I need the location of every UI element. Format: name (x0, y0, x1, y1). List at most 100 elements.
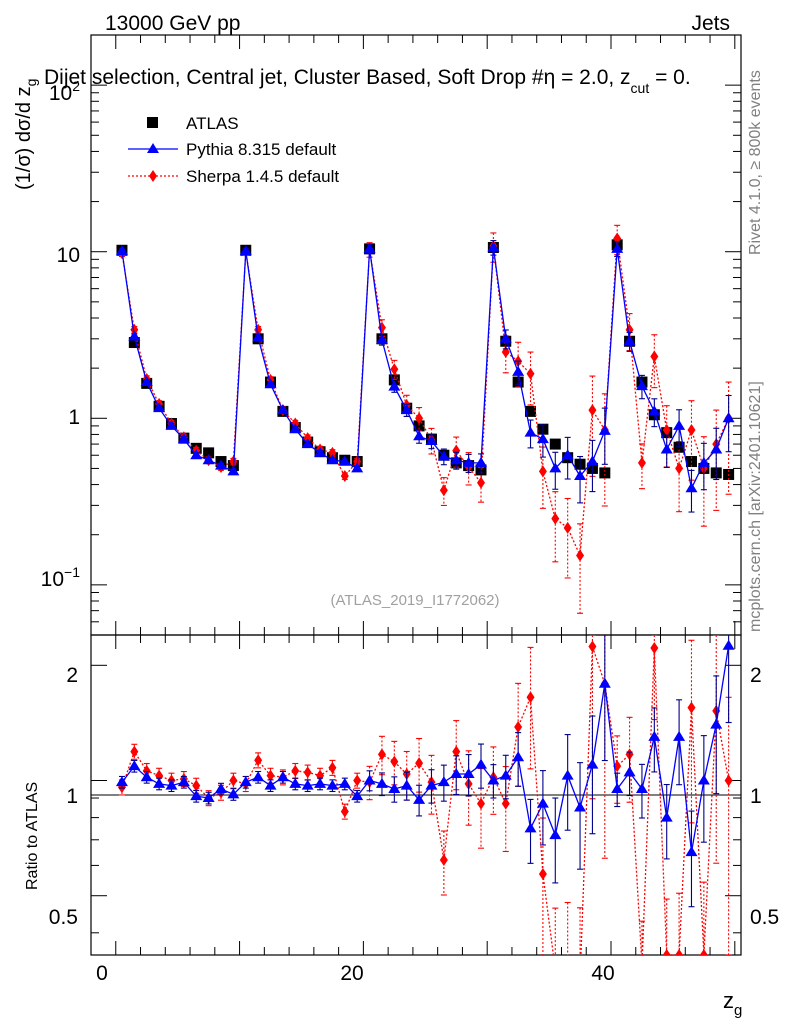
pythia-point (165, 419, 178, 430)
pythia-point (685, 482, 698, 493)
selection-label: Dijet selection, Central jet, Cluster Ba… (44, 66, 691, 96)
sherpa-ratio-point (699, 949, 708, 955)
ratio-tick-label-right-2: 2 (750, 664, 762, 687)
atlas-point (203, 447, 215, 459)
pythia-ratio-point (301, 779, 314, 790)
top-panel-series (115, 224, 735, 614)
atlas-point (388, 374, 400, 386)
pythia-point (475, 456, 487, 467)
pythia-point (227, 465, 240, 476)
ratio-tick-label-left-2: 2 (66, 664, 78, 687)
pythia-ratio-point (115, 776, 128, 787)
sherpa-point (588, 404, 597, 417)
pythia-point (648, 405, 661, 416)
pythia-point (115, 244, 128, 255)
pythia-ratio-point (437, 776, 450, 787)
pythia-ratio-point (685, 846, 698, 857)
pythia-ratio-point (475, 758, 487, 769)
sherpa-point (576, 549, 585, 562)
sherpa-point (340, 470, 349, 483)
sherpa-point (563, 521, 572, 534)
pythia-point (301, 438, 314, 449)
pythia-point (239, 244, 252, 255)
pythia-point (314, 446, 327, 457)
sherpa-point (415, 412, 424, 425)
pythia-point (388, 380, 401, 391)
pythia-ratio-point (574, 801, 587, 812)
xlabel-main: z (723, 988, 734, 1013)
sherpa-ratio-point (266, 769, 275, 782)
pythia-ratio-point (190, 790, 203, 801)
pythia-ratio-point (202, 792, 215, 803)
sherpa-point (687, 424, 696, 437)
pythia-point (574, 470, 587, 481)
xtick-label-0: 0 (96, 962, 108, 985)
sherpa-ratio-point (142, 764, 151, 777)
sherpa-ratio-point (477, 797, 485, 810)
pythia-ratio-point (165, 779, 178, 790)
pythia-point (660, 443, 673, 454)
sherpa-ratio-point (675, 949, 684, 955)
pythia-ratio-point (487, 774, 500, 785)
pythia-ratio-point (536, 797, 549, 808)
sherpa-ratio-point (452, 745, 461, 758)
atlas-point (128, 337, 140, 349)
pythia-ratio-point (128, 760, 141, 771)
pythia-point (549, 462, 562, 473)
sherpa-point (538, 465, 547, 478)
selection-sub: cut (631, 80, 650, 96)
ratio-tick-label-left-0.5: 0.5 (49, 906, 78, 929)
pythia-ratio-point (710, 718, 723, 729)
pythia-ratio-point (177, 776, 190, 787)
pythia-ratio-point (462, 767, 475, 778)
pythia-point (363, 242, 376, 253)
pythia-ratio-point (140, 771, 153, 782)
pythia-ratio-point (276, 771, 289, 782)
pythia-point (710, 443, 723, 454)
pythia-ratio-point (598, 677, 611, 688)
legend: ATLAS Pythia 8.315 default Sherpa 1.4.5 … (128, 114, 339, 186)
ytick-label-0.1: 10−1 (41, 564, 81, 591)
sherpa-ratio-point (501, 797, 510, 810)
atlas-point (599, 467, 611, 479)
xlabel: zg (723, 988, 742, 1019)
xlabel-sub: g (734, 1002, 742, 1019)
mcplots-label: mcplots.cern.ch [arXiv:2401.10621] (747, 381, 764, 632)
pythia-ratio-point (215, 783, 227, 794)
pythia-point (326, 454, 339, 465)
pythia-ratio-point (375, 777, 388, 788)
pythia-ratio-point (413, 793, 426, 804)
sherpa-ratio-point (650, 641, 659, 654)
pythia-point (722, 412, 735, 423)
pythia-ratio-point (549, 829, 562, 840)
pythia-ratio-point (227, 788, 240, 799)
axis-ticks (91, 34, 741, 955)
pythia-point (128, 330, 141, 341)
pythia-point (598, 424, 611, 435)
pythia-point (673, 419, 686, 430)
pythia-ratio-point (660, 811, 673, 822)
sherpa-point (328, 446, 337, 459)
ratio-tick-label-right-1: 1 (750, 785, 762, 808)
sherpa-ratio-point (390, 755, 399, 768)
pythia-ratio-point (512, 751, 525, 762)
ratio-tick-label-right-0.5: 0.5 (750, 906, 779, 929)
top-ylabel: (1/σ) dσ/d zg (13, 79, 39, 190)
pythia-point (190, 449, 203, 460)
pythia-ratio-point (363, 774, 376, 785)
sherpa-ratio-point (526, 691, 535, 704)
pythia-point (289, 423, 302, 434)
pythia-ratio-point (289, 777, 302, 788)
sherpa-ratio-point (130, 745, 139, 758)
pythia-ratio-point (351, 790, 364, 801)
pythia-point (512, 365, 525, 376)
pythia-ratio-point (252, 771, 265, 782)
pythia-ratio-point (673, 730, 686, 741)
sherpa-point (526, 367, 535, 380)
sherpa-ratio-point (192, 779, 201, 792)
selection-eta: η = 2.0, z (544, 66, 631, 89)
sherpa-ratio-point (415, 757, 424, 770)
pythia-point (338, 455, 351, 466)
ytick-100-base: 10 (49, 82, 72, 105)
ratio-tick-label-left-1: 1 (66, 785, 78, 808)
